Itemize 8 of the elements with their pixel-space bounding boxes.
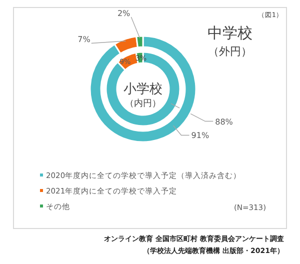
data-label: 91% [191,131,210,140]
data-label: 88% [215,117,234,126]
text: （内円） [125,98,161,109]
text: （外円） [208,45,252,58]
slice-label: 中学校 [208,24,252,42]
slice-label: 小学校 [124,82,162,97]
data-label: 2% [117,8,131,18]
data-label: 7% [78,35,91,44]
